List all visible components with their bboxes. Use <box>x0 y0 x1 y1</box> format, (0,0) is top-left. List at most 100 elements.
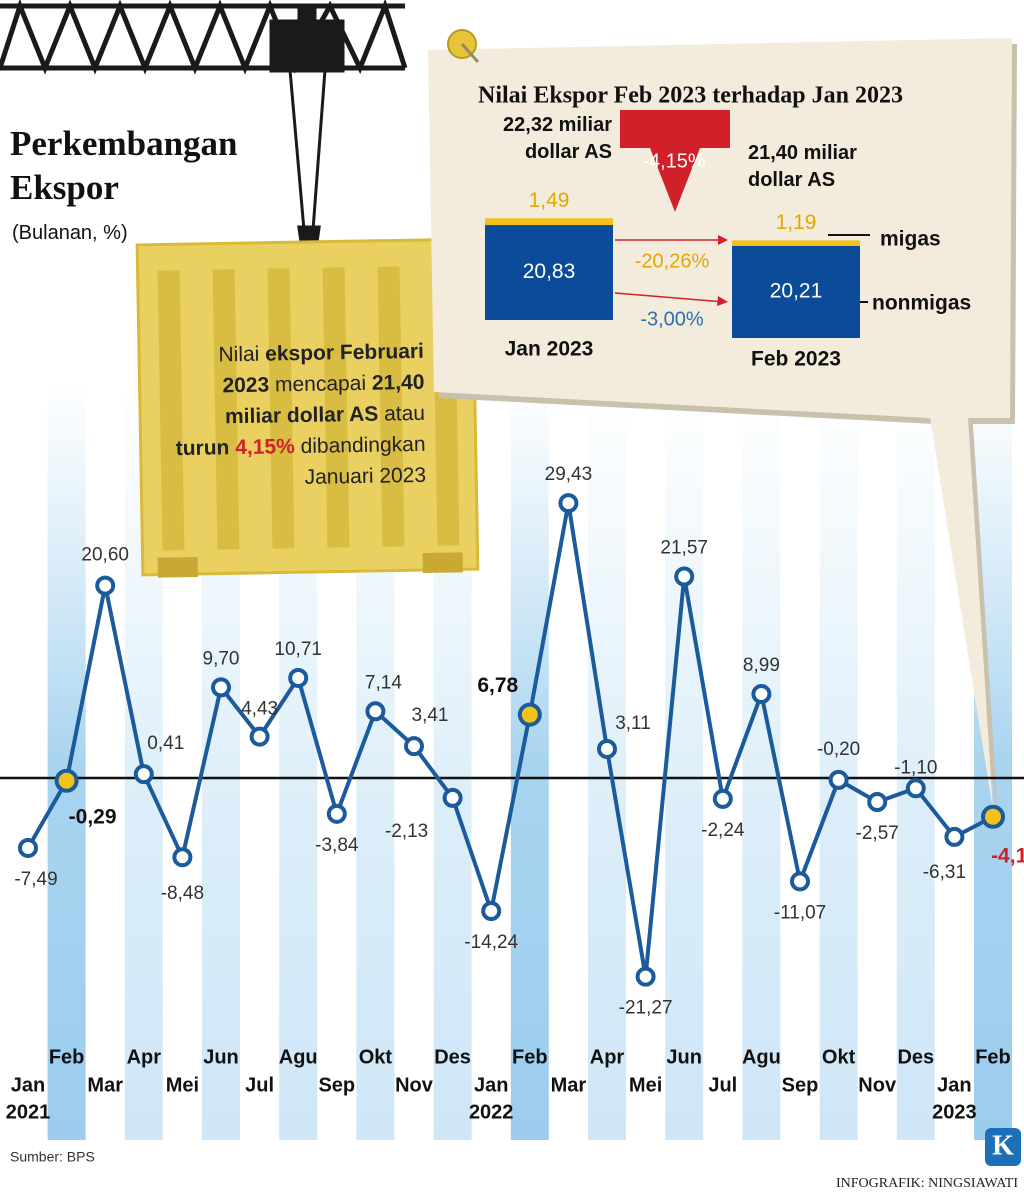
bar-segment <box>732 245 860 338</box>
value-label: 8,99 <box>743 655 780 676</box>
note-segment: Nilai <box>218 342 266 367</box>
x-tick-label: Mei <box>166 1074 199 1096</box>
logo: K <box>992 1130 1014 1161</box>
x-tick-label: Jun <box>666 1046 702 1068</box>
panel-title: Nilai Ekspor Feb 2023 terhadap Jan 2023 <box>478 83 903 109</box>
group-total: 21,40 miliar dollar AS <box>748 142 857 191</box>
column-stripe <box>47 380 86 1140</box>
note-segment: 4,15% <box>235 435 295 460</box>
x-tick-label: Jul <box>245 1074 274 1096</box>
point <box>905 778 926 799</box>
bar-label: 20,21 <box>770 279 823 302</box>
legend-label: migas <box>880 228 941 251</box>
point <box>558 493 579 514</box>
value-label: -0,20 <box>817 739 860 760</box>
point <box>442 787 463 808</box>
change-label: -3,00% <box>640 308 704 330</box>
x-tick-label: Okt <box>822 1046 856 1068</box>
bar-segment <box>485 218 613 226</box>
column-stripe <box>819 380 858 1140</box>
x-tick-label: Feb <box>975 1046 1011 1068</box>
point <box>365 701 386 722</box>
point <box>54 768 79 793</box>
point <box>828 769 849 790</box>
bar-segment <box>732 240 860 246</box>
value-label: 20,60 <box>81 545 129 566</box>
value-label: -7,49 <box>14 869 57 890</box>
year-label: 2023 <box>932 1101 977 1123</box>
x-tick-label: Des <box>897 1046 934 1068</box>
value-label: 3,11 <box>615 713 651 734</box>
value-label: 4,43 <box>241 699 278 720</box>
x-tick-label: Mar <box>87 1074 123 1096</box>
point <box>712 788 733 809</box>
value-label: -0,29 <box>69 805 117 828</box>
value-label: 3,41 <box>412 705 449 726</box>
value-label: 6,78 <box>477 674 518 697</box>
x-tick-label: Des <box>434 1046 471 1068</box>
point <box>635 966 656 987</box>
x-tick-label: Agu <box>279 1046 318 1068</box>
group-label: Jan 2023 <box>505 338 594 361</box>
point <box>517 702 542 727</box>
value-label: -2,13 <box>385 821 428 842</box>
x-tick-label: Sep <box>318 1074 355 1096</box>
value-label: 21,57 <box>660 538 708 559</box>
x-tick-label: Nov <box>858 1074 897 1096</box>
change-label: -20,26% <box>635 250 710 272</box>
x-tick-label: Feb <box>512 1046 548 1068</box>
x-tick-label: Apr <box>127 1046 162 1068</box>
x-tick-label: Mei <box>629 1074 662 1096</box>
point <box>133 764 154 785</box>
value-label: -4,15 <box>991 844 1024 867</box>
bar-label: 1,19 <box>776 211 817 234</box>
x-tick-label: Mar <box>551 1074 587 1096</box>
bar-label: 20,83 <box>523 260 576 283</box>
point <box>95 575 116 596</box>
value-label: 10,71 <box>274 639 322 660</box>
note-segment: mencapai <box>268 371 373 397</box>
legend-label: nonmigas <box>872 292 971 315</box>
column-stripe <box>510 380 549 1140</box>
point <box>18 837 38 858</box>
point <box>288 667 309 688</box>
point <box>790 871 810 892</box>
x-tick-label: Feb <box>49 1046 85 1068</box>
group-total: 22,32 miliar dollar AS <box>503 114 612 163</box>
container <box>135 237 480 578</box>
point <box>249 726 270 747</box>
note-segment: turun <box>175 436 236 461</box>
point <box>326 803 347 824</box>
value-label: -21,27 <box>619 998 673 1019</box>
value-label: 7,14 <box>365 672 402 693</box>
total-change: -4,15% <box>642 150 706 172</box>
note-segment: dibandingkan Januari 2023 <box>294 432 427 489</box>
x-tick-label: Jan <box>474 1074 508 1096</box>
subtitle: (Bulanan, %) <box>12 222 128 244</box>
value-label: -8,48 <box>161 883 204 904</box>
group-label: Feb 2023 <box>751 348 841 371</box>
column-stripe <box>896 380 935 1140</box>
bar-label: 1,49 <box>529 189 570 212</box>
point <box>172 847 193 868</box>
point <box>981 804 1005 829</box>
value-label: -14,24 <box>464 932 518 953</box>
point <box>674 566 695 587</box>
credit: INFOGRAFIK: NINGSIAWATI <box>836 1176 1018 1191</box>
value-label: 29,43 <box>545 464 593 485</box>
point <box>751 684 772 705</box>
point <box>597 738 617 759</box>
crane <box>0 0 408 259</box>
value-label: 9,70 <box>203 648 240 669</box>
value-label: -2,57 <box>856 823 899 844</box>
point <box>404 736 424 757</box>
value-label: -2,24 <box>701 820 745 841</box>
title: Perkembangan Ekspor <box>10 124 238 207</box>
bar-segment <box>485 225 613 320</box>
logo-box <box>985 1128 1021 1166</box>
x-tick-label: Jul <box>708 1074 737 1096</box>
point <box>944 826 965 847</box>
x-tick-label: Agu <box>742 1046 781 1068</box>
